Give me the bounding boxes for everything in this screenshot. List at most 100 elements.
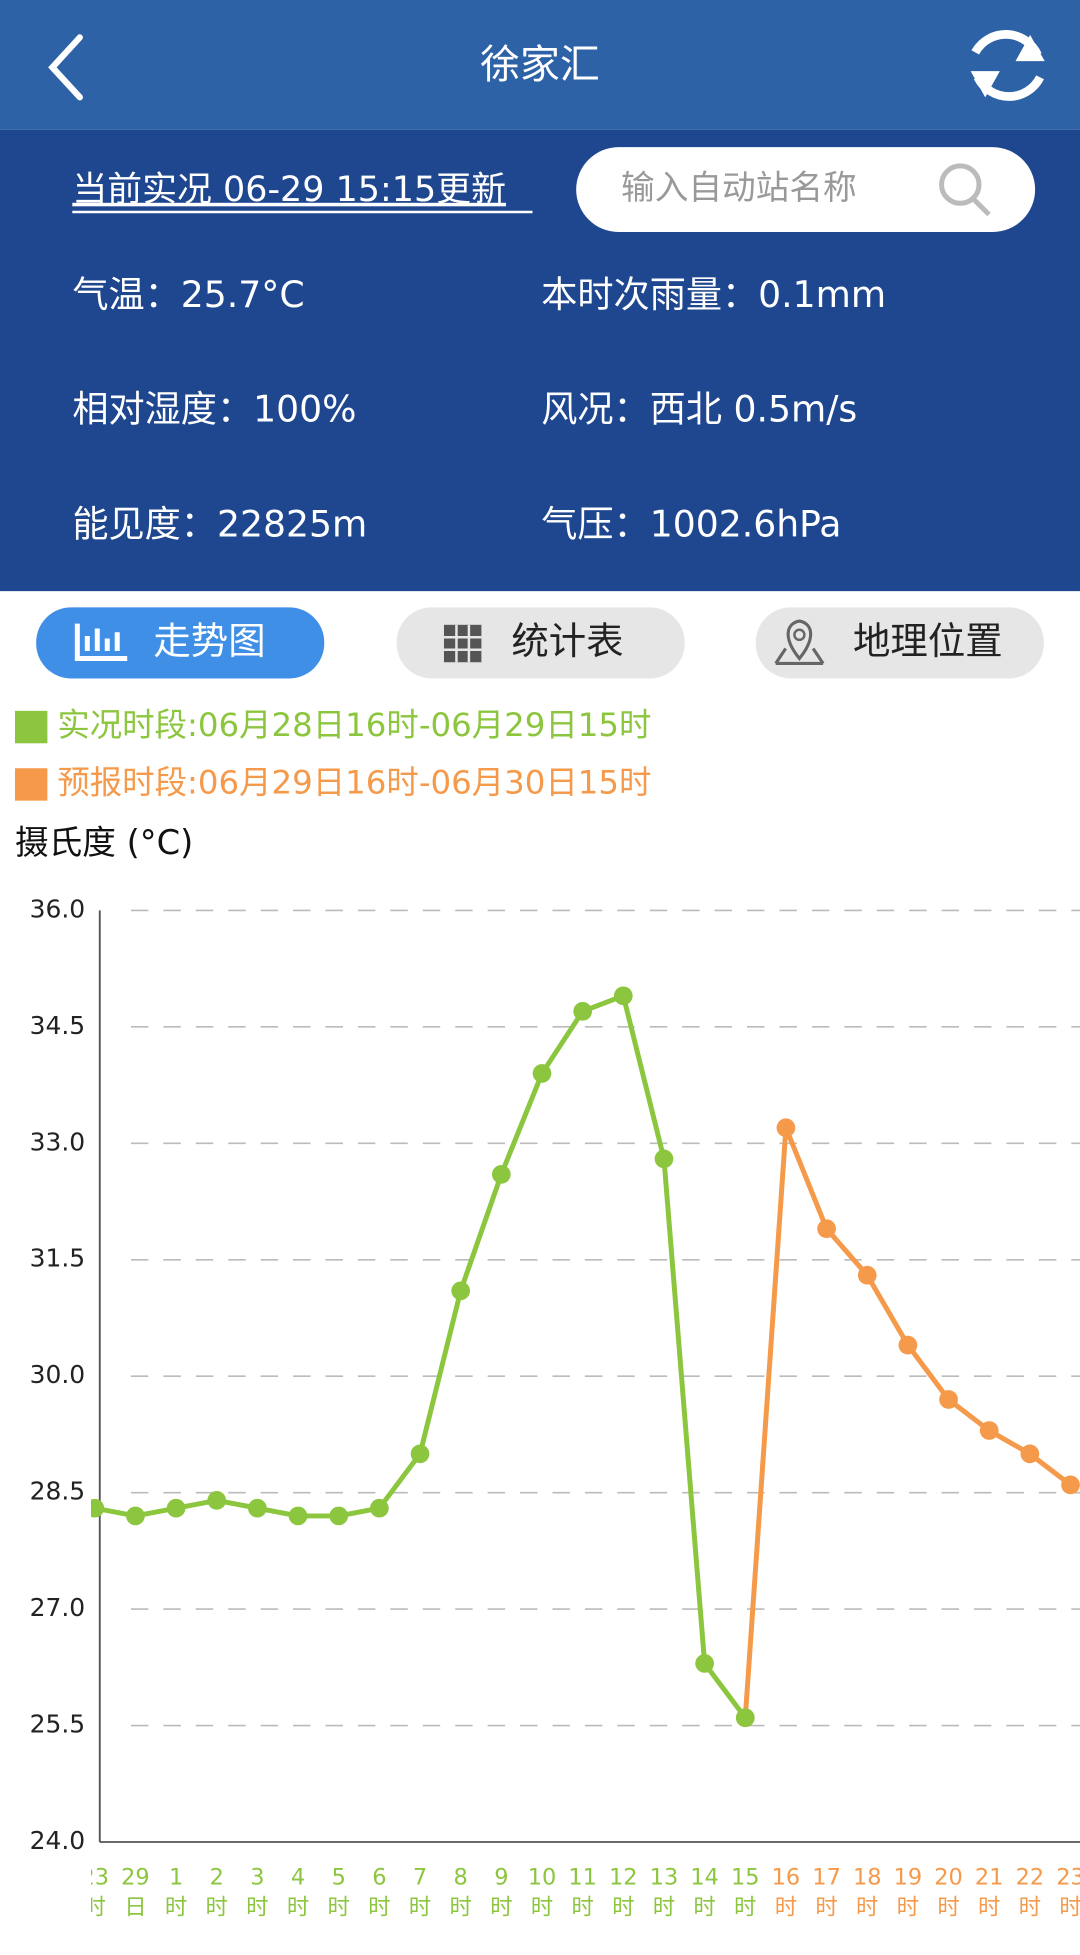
plot-area: 23时29日1时2时3时4时5时6时7时8时9时10时11时12时13时14时1…	[80, 986, 1080, 1921]
search-icon[interactable]	[939, 163, 991, 217]
x-tick-label: 18	[853, 1865, 882, 1891]
x-tick-suffix: 时	[368, 1895, 390, 1921]
x-tick-label: 19	[894, 1865, 923, 1891]
tab-active[interactable]	[36, 607, 325, 679]
y-tick-label: 25.5	[30, 1710, 86, 1739]
data-point	[654, 1149, 674, 1169]
x-tick-label: 14	[690, 1865, 719, 1891]
y-tick-label: 31.5	[30, 1244, 86, 1273]
legend-label: 预报时段:06月29日16时-06月30日15时	[57, 763, 651, 801]
x-tick-label: 7	[413, 1865, 427, 1891]
x-tick-suffix: 时	[165, 1895, 187, 1921]
series-line	[742, 1125, 1073, 1718]
x-tick-label: 15	[731, 1865, 760, 1891]
back-button[interactable]	[48, 34, 83, 101]
x-tick-label: 8	[454, 1865, 468, 1891]
x-tick-label: 22	[1016, 1865, 1045, 1891]
tab-label: 走势图	[153, 619, 265, 663]
data-point	[166, 1498, 186, 1518]
nav-bar	[0, 0, 1080, 130]
x-tick-label: 29	[121, 1865, 150, 1891]
x-tick-suffix: 时	[84, 1895, 106, 1921]
y-tick-label: 34.5	[30, 1011, 86, 1040]
x-tick-suffix: 时	[409, 1895, 431, 1921]
x-tick-suffix: 时	[1059, 1895, 1080, 1921]
legend-label: 实况时段:06月28日16时-06月29日15时	[57, 706, 651, 744]
x-tick-label: 3	[250, 1865, 264, 1891]
info-item: 风况：西北 0.5m/s	[541, 388, 857, 431]
x-tick-label: 20	[934, 1865, 963, 1891]
x-tick-label: 4	[291, 1865, 305, 1891]
data-point	[735, 1708, 755, 1728]
y-tick-label: 30.0	[30, 1360, 86, 1389]
tab-label: 地理位置	[853, 619, 1003, 663]
x-tick-suffix: 时	[1019, 1895, 1041, 1921]
x-tick-suffix: 时	[327, 1895, 349, 1921]
y-axis-title: 摄氏度 (°C)	[15, 823, 193, 862]
data-point	[817, 1219, 836, 1239]
tab[interactable]	[396, 607, 685, 679]
data-point	[979, 1421, 999, 1440]
x-tick-suffix: 时	[734, 1895, 756, 1921]
x-tick-suffix: 时	[612, 1895, 634, 1921]
x-tick-suffix: 时	[571, 1895, 593, 1921]
x-tick-label: 17	[812, 1865, 841, 1891]
x-tick-suffix: 时	[815, 1895, 837, 1921]
x-tick-label: 21	[975, 1865, 1004, 1891]
x-tick-label: 13	[650, 1865, 679, 1891]
info-item: 气压：1002.6hPa	[541, 502, 841, 545]
info-item: 相对湿度：100%	[72, 388, 356, 431]
data-point	[695, 1654, 714, 1673]
x-tick-label: 23	[80, 1865, 109, 1891]
data-point	[939, 1390, 958, 1409]
data-point	[370, 1498, 389, 1518]
data-point	[573, 1001, 593, 1021]
x-tick-suffix: 时	[246, 1895, 268, 1921]
data-point	[91, 1498, 105, 1518]
data-point	[207, 1491, 227, 1510]
y-tick-label: 36.0	[30, 894, 86, 923]
data-point	[1061, 1475, 1080, 1495]
x-tick-label: 16	[772, 1865, 801, 1891]
x-tick-suffix: 时	[206, 1895, 228, 1921]
refresh-button[interactable]	[970, 30, 1045, 101]
x-tick-suffix: 时	[856, 1895, 878, 1921]
x-tick-label: 11	[568, 1865, 597, 1891]
nav-title: 徐家汇	[480, 42, 600, 88]
x-tick-suffix: 时	[653, 1895, 675, 1921]
x-tick-suffix: 时	[937, 1895, 959, 1921]
update-time[interactable]: 当前实况 06-29 15:15更新	[72, 170, 506, 210]
x-tick-suffix: 日	[124, 1895, 146, 1921]
x-tick-suffix: 时	[449, 1895, 471, 1921]
data-point	[288, 1506, 308, 1526]
tab[interactable]	[755, 607, 1044, 679]
y-tick-label: 28.5	[30, 1477, 86, 1506]
data-point	[329, 1506, 349, 1526]
data-point	[776, 1118, 796, 1138]
x-tick-suffix: 时	[693, 1895, 715, 1921]
series-line	[94, 993, 748, 1720]
x-tick-label: 23	[1056, 1865, 1080, 1891]
x-tick-suffix: 时	[897, 1895, 919, 1921]
x-tick-label: 5	[332, 1865, 346, 1891]
data-point	[410, 1444, 430, 1464]
y-tick-label: 33.0	[30, 1127, 86, 1156]
data-point	[491, 1165, 511, 1184]
legend-swatch	[14, 710, 48, 744]
data-point	[1020, 1444, 1040, 1464]
tab-label: 统计表	[511, 619, 623, 663]
search-box[interactable]	[576, 147, 1036, 232]
x-tick-label: 6	[372, 1865, 386, 1891]
info-item: 能见度：22825m	[72, 502, 367, 545]
y-tick-label: 27.0	[30, 1593, 86, 1622]
data-point	[613, 986, 633, 1006]
y-tick-label: 24.0	[30, 1826, 86, 1855]
data-point	[532, 1064, 552, 1083]
x-tick-label: 2	[210, 1865, 224, 1891]
x-tick-suffix: 时	[531, 1895, 553, 1921]
info-item: 气温：25.7°C	[72, 273, 304, 316]
info-item: 本时次雨量：0.1mm	[541, 273, 886, 316]
data-point	[898, 1335, 918, 1355]
x-tick-label: 12	[609, 1865, 638, 1891]
